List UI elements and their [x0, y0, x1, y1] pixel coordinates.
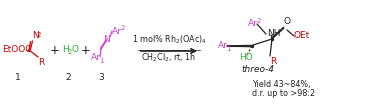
- Text: 1 mol% Rh$_2$(OAc)$_4$: 1 mol% Rh$_2$(OAc)$_4$: [132, 34, 206, 46]
- Text: Ar: Ar: [112, 26, 122, 36]
- Text: threo-4: threo-4: [242, 65, 274, 75]
- Text: HO: HO: [239, 53, 253, 63]
- Text: R: R: [271, 57, 277, 66]
- Text: CH$_2$Cl$_2$, rt, 1h: CH$_2$Cl$_2$, rt, 1h: [141, 52, 197, 64]
- Text: 1: 1: [226, 46, 231, 52]
- Text: N: N: [32, 31, 39, 40]
- Text: NH: NH: [267, 29, 280, 38]
- Text: Ar: Ar: [248, 20, 258, 29]
- Text: 2: 2: [121, 25, 125, 31]
- Text: EtOOC: EtOOC: [2, 45, 31, 55]
- Text: +: +: [50, 44, 60, 56]
- Text: O: O: [284, 17, 291, 26]
- Text: d.r. up to >98:2: d.r. up to >98:2: [252, 90, 315, 98]
- Text: H: H: [62, 45, 69, 55]
- Text: 2: 2: [37, 32, 41, 38]
- Text: 2: 2: [68, 49, 72, 55]
- Text: 3: 3: [98, 74, 104, 83]
- Text: Ar: Ar: [91, 53, 101, 63]
- Text: N: N: [104, 36, 110, 44]
- Text: R: R: [39, 58, 45, 67]
- Text: 1: 1: [15, 74, 21, 83]
- Text: OEt: OEt: [294, 32, 310, 40]
- Text: 2: 2: [257, 18, 261, 24]
- Text: 1: 1: [99, 58, 104, 64]
- Text: O: O: [71, 45, 78, 55]
- Text: Ar: Ar: [218, 41, 228, 51]
- Text: +: +: [81, 44, 91, 56]
- Text: Yield 43~84%,: Yield 43~84%,: [252, 79, 310, 88]
- Text: 2: 2: [65, 74, 71, 83]
